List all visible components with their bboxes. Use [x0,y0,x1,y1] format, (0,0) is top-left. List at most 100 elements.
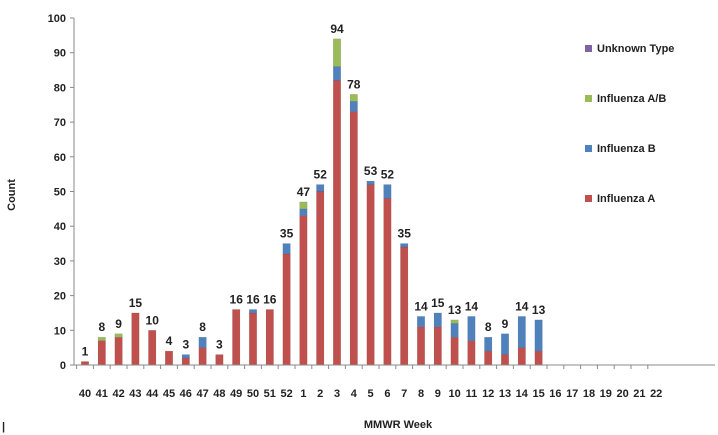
y-tick-label-50: 50 [54,187,66,199]
bar-segment-influenza-b-15 [534,319,543,352]
total-label-41: 8 [98,320,105,334]
total-label-52: 35 [280,227,294,241]
total-label-8: 14 [414,299,428,313]
stray-mark: | [2,421,5,433]
total-label-6: 52 [381,168,395,182]
bar-segment-influenza-b-3 [333,66,341,81]
bar-segment-influenza-a-15 [534,350,543,366]
y-tick-label-10: 10 [54,325,66,337]
total-label-11: 14 [465,299,479,313]
x-tick-label-45: 45 [163,388,175,400]
y-axis-title: Count [6,179,18,211]
y-tick-label-90: 90 [54,48,66,60]
y-tick-label-0: 0 [60,360,66,372]
legend-label-unknown-type: Unknown Type [597,43,674,55]
bar-segment-influenza-a-12 [484,350,493,366]
x-tick-label-5: 5 [368,388,374,400]
x-tick-label-51: 51 [264,388,276,400]
total-label-46: 3 [182,338,189,352]
x-tick-label-9: 9 [435,388,441,400]
y-ticks-layer: 0 10 20 30 40 50 60 70 80 90 100 [48,13,74,372]
bar-segment-influenza-a-49 [232,309,241,366]
total-label-14: 14 [515,299,529,313]
bar-segment-influenza-b-10 [450,323,459,338]
total-label-49: 16 [230,292,244,306]
x-tick-label-41: 41 [96,388,108,400]
bar-segment-influenza-b-52 [282,243,291,255]
total-label-3: 94 [330,22,344,36]
bar-segment-influenza-a-6 [383,198,392,366]
total-label-43: 15 [129,296,143,310]
bar-segment-influenza-b-4 [349,101,358,112]
bar-segment-influenza-a-b-10 [450,319,459,324]
bar-segment-influenza-b-46 [181,354,190,359]
total-label-45: 4 [166,334,173,348]
bar-segment-influenza-b-7 [400,243,409,248]
x-tick-label-4: 4 [351,388,358,400]
bar-segment-influenza-b-13 [501,333,509,355]
x-ticks-layer: 40 41 42 43 44 45 46 47 48 49 50 51 52 1 2 3 4 5 6 7 8 9 10 11 1… [76,365,662,400]
bar-segment-influenza-a-5 [366,184,375,366]
y-tick-label-100: 100 [48,13,66,25]
bar-segment-influenza-b-5 [366,180,375,185]
y-tick-label-60: 60 [54,152,66,164]
bar-segment-influenza-a-48 [215,354,224,366]
total-label-50: 16 [246,292,260,306]
total-label-15: 13 [532,303,546,317]
bar-segment-influenza-a-42 [114,336,123,366]
total-label-1: 47 [297,185,311,199]
bar-segment-influenza-a-10 [450,336,459,366]
bar-segment-influenza-b-14 [517,316,526,348]
total-label-13: 9 [502,317,509,331]
x-tick-label-48: 48 [213,388,225,400]
bar-segment-influenza-a-46 [181,357,190,366]
bar-segment-influenza-b-2 [316,184,325,192]
x-tick-label-16: 16 [549,388,561,400]
bar-segment-influenza-b-8 [417,316,425,328]
bar-segment-influenza-a-11 [467,340,476,366]
bar-segment-influenza-b-1 [299,208,308,217]
x-tick-label-49: 49 [230,388,242,400]
bar-segment-influenza-b-9 [433,312,442,328]
y-tick-label-30: 30 [54,256,66,268]
bar-segment-influenza-a-14 [517,347,526,366]
bar-segment-influenza-a-40 [81,361,89,366]
bar-segment-influenza-a-45 [165,350,173,366]
bar-segment-influenza-a-b-4 [349,94,358,102]
x-tick-label-47: 47 [196,388,208,400]
legend-swatch-influenza-b [585,145,592,152]
legend-label-influenza-a-b: Influenza A/B [597,93,666,105]
x-tick-label-46: 46 [180,388,192,400]
x-tick-label-19: 19 [600,388,612,400]
x-tick-label-17: 17 [566,388,578,400]
x-tick-label-13: 13 [499,388,511,400]
bar-segment-influenza-a-1 [299,215,308,366]
bar-segment-influenza-a-9 [433,326,442,366]
x-tick-label-8: 8 [418,388,424,400]
y-tick-label-70: 70 [54,117,66,129]
x-tick-label-40: 40 [79,388,91,400]
bar-segment-influenza-a-52 [282,253,291,366]
bar-segment-influenza-b-47 [198,336,207,348]
y-tick-label-80: 80 [54,82,66,94]
axes-layer [73,18,715,366]
total-label-48: 3 [216,338,223,352]
bar-segment-influenza-a-b-1 [299,201,308,210]
x-tick-label-44: 44 [146,388,159,400]
total-label-4: 78 [347,77,361,91]
bar-segment-influenza-b-50 [249,309,257,314]
total-label-7: 35 [398,227,412,241]
y-tick-label-40: 40 [54,221,66,233]
bar-segment-influenza-a-4 [349,111,358,366]
y-tick-label-20: 20 [54,291,66,303]
bar-segment-influenza-a-8 [417,326,425,366]
total-label-44: 10 [146,313,160,327]
x-tick-label-6: 6 [384,388,390,400]
bar-segment-influenza-a-43 [131,312,140,366]
bar-segment-influenza-a-50 [249,312,257,366]
x-tick-label-20: 20 [616,388,628,400]
total-label-9: 15 [431,296,445,310]
x-tick-label-15: 15 [532,388,544,400]
bar-segment-influenza-a-b-3 [333,38,341,67]
